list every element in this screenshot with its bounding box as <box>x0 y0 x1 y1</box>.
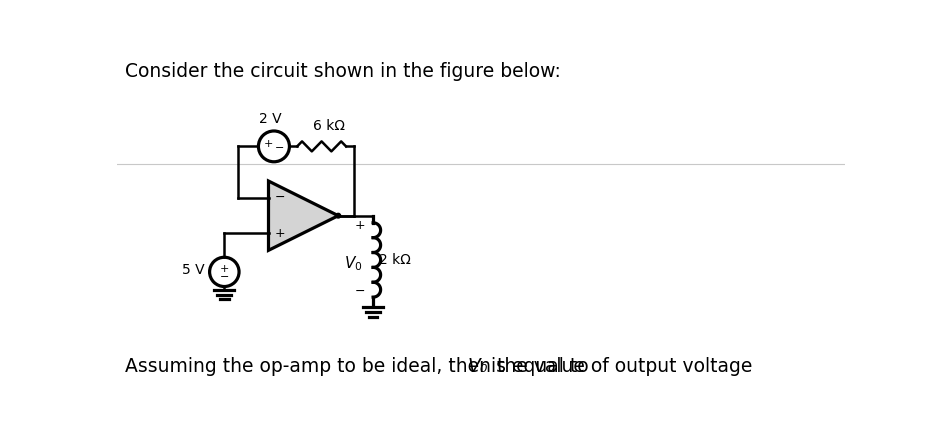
Polygon shape <box>269 181 338 250</box>
Text: +: + <box>264 139 273 149</box>
Text: +: + <box>220 264 229 274</box>
Text: −: − <box>355 285 365 298</box>
Circle shape <box>336 213 341 218</box>
Text: Assuming the op-amp to be ideal, then the value of output voltage: Assuming the op-amp to be ideal, then th… <box>125 357 759 375</box>
Text: +: + <box>275 227 285 240</box>
Text: 2 V: 2 V <box>259 111 282 125</box>
Text: V₀: V₀ <box>468 357 488 375</box>
Text: −: − <box>275 143 284 153</box>
Text: +: + <box>355 219 365 232</box>
Text: 2 kΩ: 2 kΩ <box>379 253 411 267</box>
Text: 5 V: 5 V <box>181 264 204 277</box>
Text: 6 kΩ: 6 kΩ <box>314 119 346 133</box>
Text: $V_0$: $V_0$ <box>345 254 363 273</box>
Text: −: − <box>220 271 229 281</box>
Text: Consider the circuit shown in the figure below:: Consider the circuit shown in the figure… <box>125 62 561 81</box>
Text: −: − <box>275 191 285 204</box>
Text: is equal to: is equal to <box>485 357 589 375</box>
